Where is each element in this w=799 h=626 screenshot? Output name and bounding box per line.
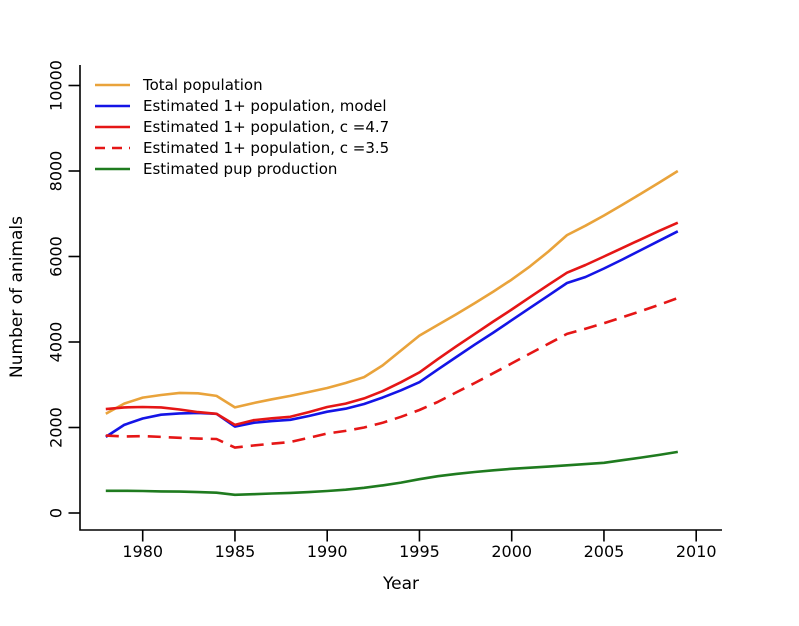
series-line-estimated-1-population-c-4-7 bbox=[105, 221, 679, 427]
y-axis-ticks: 0 2000 4000 6000 8000 10000 bbox=[47, 60, 80, 518]
y-tick-label: 6000 bbox=[47, 236, 66, 277]
series-line-estimated-pup-production bbox=[105, 450, 679, 497]
x-tick-label: 1980 bbox=[122, 542, 163, 561]
legend-label: Estimated pup production bbox=[143, 160, 337, 178]
x-tick-label: 2000 bbox=[491, 542, 532, 561]
series-line-total-population bbox=[105, 169, 679, 415]
legend: Total population Estimated 1+ population,… bbox=[95, 76, 389, 178]
y-axis-label: Number of animals bbox=[7, 216, 27, 378]
axes bbox=[79, 65, 722, 531]
y-tick-label: 0 bbox=[47, 508, 66, 518]
x-axis-label: Year bbox=[382, 574, 419, 594]
y-tick-label: 2000 bbox=[47, 407, 66, 448]
axis-lines bbox=[79, 65, 722, 531]
legend-label: Estimated 1+ population, c =4.7 bbox=[143, 118, 389, 136]
x-tick-label: 1995 bbox=[399, 542, 440, 561]
legend-label: Estimated 1+ population, c =3.5 bbox=[143, 139, 389, 157]
series-lines bbox=[105, 169, 679, 497]
legend-entry-estimated-1-population-model: Estimated 1+ population, model bbox=[95, 97, 387, 115]
x-tick-label: 2005 bbox=[584, 542, 625, 561]
y-tick-label: 4000 bbox=[47, 322, 66, 363]
legend-entry-estimated-pup-production: Estimated pup production bbox=[95, 160, 337, 178]
x-axis-ticks: 1980 1985 1990 1995 2000 2005 2010 bbox=[122, 530, 717, 561]
y-tick-label: 8000 bbox=[47, 151, 66, 192]
legend-entry-estimated-1-population-c-4-7: Estimated 1+ population, c =4.7 bbox=[95, 118, 389, 136]
legend-label: Total population bbox=[142, 76, 263, 94]
legend-label: Estimated 1+ population, model bbox=[143, 97, 387, 115]
x-tick-label: 2010 bbox=[676, 542, 717, 561]
x-tick-label: 1985 bbox=[215, 542, 256, 561]
x-tick-label: 1990 bbox=[307, 542, 348, 561]
legend-entry-total-population: Total population bbox=[95, 76, 263, 94]
series-line-estimated-1-population-c-3-5 bbox=[105, 296, 679, 449]
legend-entry-estimated-1-population-c-3-5: Estimated 1+ population, c =3.5 bbox=[95, 139, 389, 157]
y-tick-label: 10000 bbox=[47, 60, 66, 111]
